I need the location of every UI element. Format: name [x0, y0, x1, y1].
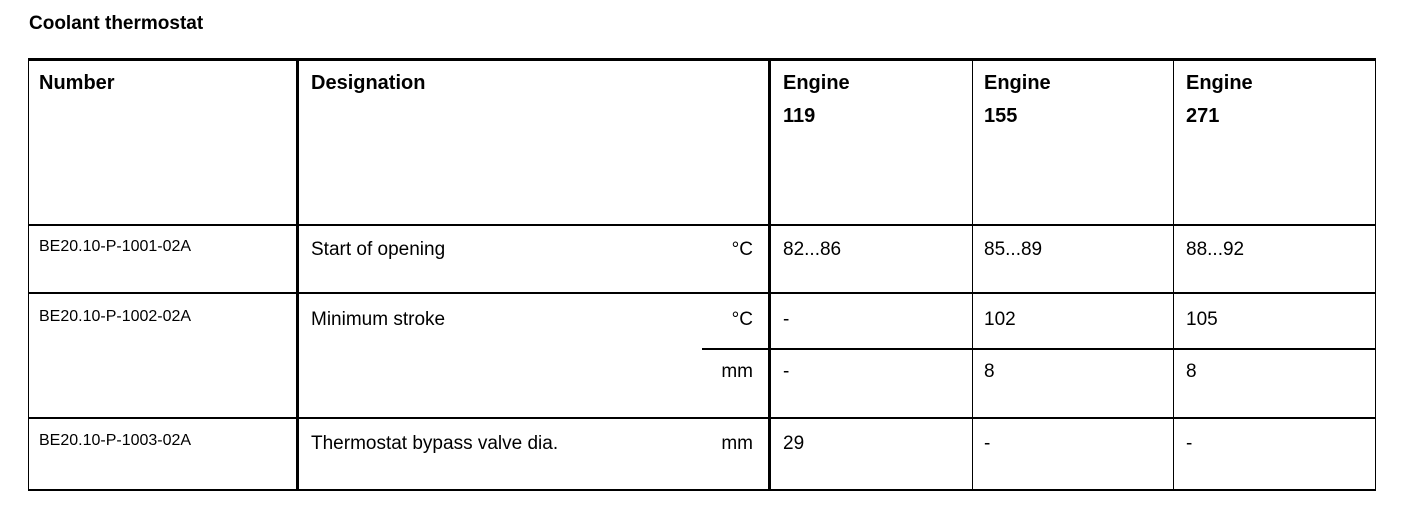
page-title: Coolant thermostat	[29, 13, 204, 34]
cell-value: -	[783, 309, 790, 330]
col-divider	[296, 58, 299, 491]
cell-value: 8	[1186, 361, 1197, 382]
row-unit: °C	[731, 239, 753, 260]
row-divider	[702, 348, 1376, 350]
header-engine-271: Engine 271	[1186, 72, 1253, 127]
cell-value: 85...89	[984, 239, 1043, 260]
header-number: Number	[39, 72, 115, 94]
row-designation: Start of opening	[311, 239, 446, 260]
cell-value: 8	[984, 361, 995, 382]
header-designation: Designation	[311, 72, 426, 94]
row-divider	[28, 224, 1376, 226]
col-divider	[768, 58, 771, 491]
table-border	[1375, 58, 1376, 491]
row-unit: mm	[721, 433, 753, 454]
cell-value: 105	[1186, 309, 1218, 330]
cell-value: 88...92	[1186, 239, 1245, 260]
table-border	[28, 58, 1376, 61]
col-divider	[1173, 58, 1174, 491]
row-designation: Minimum stroke	[311, 309, 446, 330]
cell-value: 82...86	[783, 239, 842, 260]
row-unit: °C	[731, 309, 753, 330]
row-unit: mm	[721, 361, 753, 382]
cell-value: -	[1186, 433, 1193, 454]
row-number: BE20.10-P-1003-02A	[39, 432, 192, 449]
col-divider	[972, 58, 973, 491]
row-number: BE20.10-P-1001-02A	[39, 238, 192, 255]
header-engine-155: Engine 155	[984, 72, 1051, 127]
col-divider	[28, 58, 29, 491]
row-divider	[28, 292, 1376, 294]
header-engine-119: Engine 119	[783, 72, 850, 127]
row-number: BE20.10-P-1002-02A	[39, 308, 192, 325]
cell-value: 102	[984, 309, 1016, 330]
row-divider	[28, 417, 1376, 419]
row-designation: Thermostat bypass valve dia.	[311, 433, 559, 454]
cell-value: -	[783, 361, 790, 382]
table-border	[28, 489, 1376, 491]
cell-value: -	[984, 433, 991, 454]
cell-value: 29	[783, 433, 805, 454]
